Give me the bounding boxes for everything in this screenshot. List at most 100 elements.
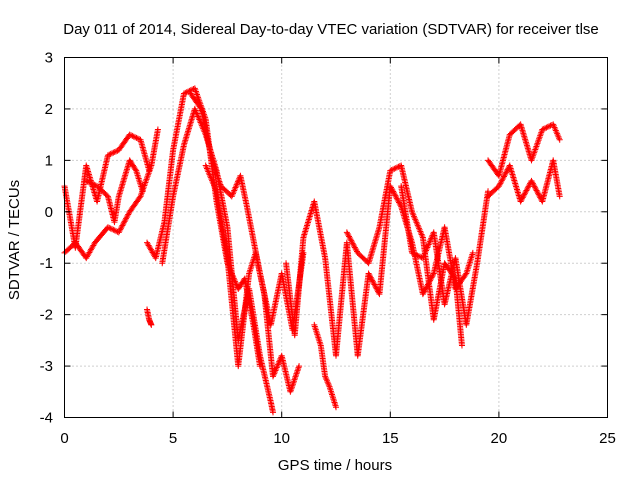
data-point	[331, 401, 338, 408]
data-point	[83, 177, 90, 184]
data-point	[346, 234, 353, 241]
data-point	[273, 366, 280, 373]
data-point	[395, 199, 402, 206]
data-point	[106, 224, 113, 231]
data-point	[313, 328, 320, 335]
data-point	[348, 238, 355, 245]
data-point	[395, 198, 402, 205]
data-point	[372, 284, 379, 291]
data-point	[466, 261, 473, 268]
data-point	[331, 399, 338, 406]
data-point	[462, 271, 469, 278]
data-point	[134, 135, 141, 142]
data-point	[333, 404, 339, 411]
data-point	[325, 380, 332, 387]
data-point	[528, 177, 535, 184]
data-point	[135, 173, 142, 180]
data-point	[246, 268, 253, 275]
data-point	[229, 191, 236, 198]
data-point	[312, 326, 319, 333]
data-point	[390, 188, 397, 195]
data-point	[296, 363, 303, 370]
data-point	[495, 183, 502, 190]
y-tick-label: 3	[45, 50, 53, 67]
data-point	[328, 391, 335, 398]
data-point	[522, 188, 529, 195]
y-tick-label: 0	[45, 204, 53, 221]
data-point	[500, 173, 507, 180]
data-point	[529, 179, 536, 186]
data-point	[430, 271, 437, 278]
data-point	[468, 254, 475, 261]
data-point	[317, 340, 324, 347]
data-point	[313, 329, 320, 336]
data-points	[61, 85, 563, 416]
data-point	[111, 149, 118, 155]
data-point	[497, 180, 504, 187]
data-point	[540, 125, 547, 132]
data-point	[292, 373, 299, 380]
data-point	[180, 90, 187, 97]
data-point	[521, 191, 528, 198]
data-point	[392, 192, 399, 199]
data-point	[294, 369, 301, 376]
data-point	[498, 178, 505, 185]
y-tick-labels: -4 -3 -2 -1 0 1 2 3	[40, 50, 53, 427]
series-track	[485, 121, 563, 179]
data-point	[136, 177, 143, 184]
data-point	[468, 253, 475, 260]
data-point	[324, 379, 331, 386]
data-point	[498, 177, 505, 184]
series-track	[485, 157, 563, 205]
data-point	[414, 252, 421, 259]
data-point	[532, 186, 539, 193]
data-point	[347, 236, 354, 243]
data-point	[233, 183, 240, 190]
data-point	[115, 229, 122, 236]
data-point	[270, 373, 277, 380]
data-point	[88, 180, 95, 187]
data-point	[367, 274, 374, 281]
data-point	[536, 193, 543, 200]
data-point	[134, 172, 141, 179]
data-point	[110, 226, 117, 233]
data-point	[120, 219, 127, 226]
data-point	[271, 368, 278, 375]
data-point	[294, 367, 301, 374]
data-point	[428, 274, 435, 281]
series-track	[283, 183, 476, 359]
data-point	[228, 193, 235, 200]
data-point	[111, 227, 118, 234]
data-point	[421, 288, 428, 295]
data-point	[230, 188, 237, 195]
data-point	[519, 194, 526, 201]
x-tick-label: 5	[169, 430, 177, 447]
data-point	[531, 183, 538, 190]
data-point	[350, 241, 357, 248]
data-point	[390, 166, 397, 173]
data-point	[106, 151, 113, 158]
data-point	[368, 275, 375, 282]
data-point	[534, 188, 541, 195]
data-point	[136, 194, 143, 201]
data-point	[274, 363, 281, 370]
series-track	[61, 131, 153, 251]
data-point	[413, 251, 420, 258]
data-point	[270, 371, 277, 378]
data-point	[390, 189, 397, 196]
x-tick-labels: 0 5 10 15 20 25	[60, 430, 616, 447]
data-point	[316, 339, 323, 346]
data-point	[543, 124, 550, 131]
data-point	[348, 237, 355, 244]
data-point	[411, 251, 418, 258]
data-point	[393, 195, 400, 202]
data-point	[533, 187, 540, 194]
data-point	[109, 150, 116, 157]
data-point	[503, 167, 510, 174]
data-point	[197, 104, 204, 111]
data-point	[107, 150, 114, 157]
data-point	[502, 170, 509, 177]
data-point	[231, 186, 238, 193]
data-point	[117, 226, 124, 233]
data-point	[346, 233, 353, 240]
